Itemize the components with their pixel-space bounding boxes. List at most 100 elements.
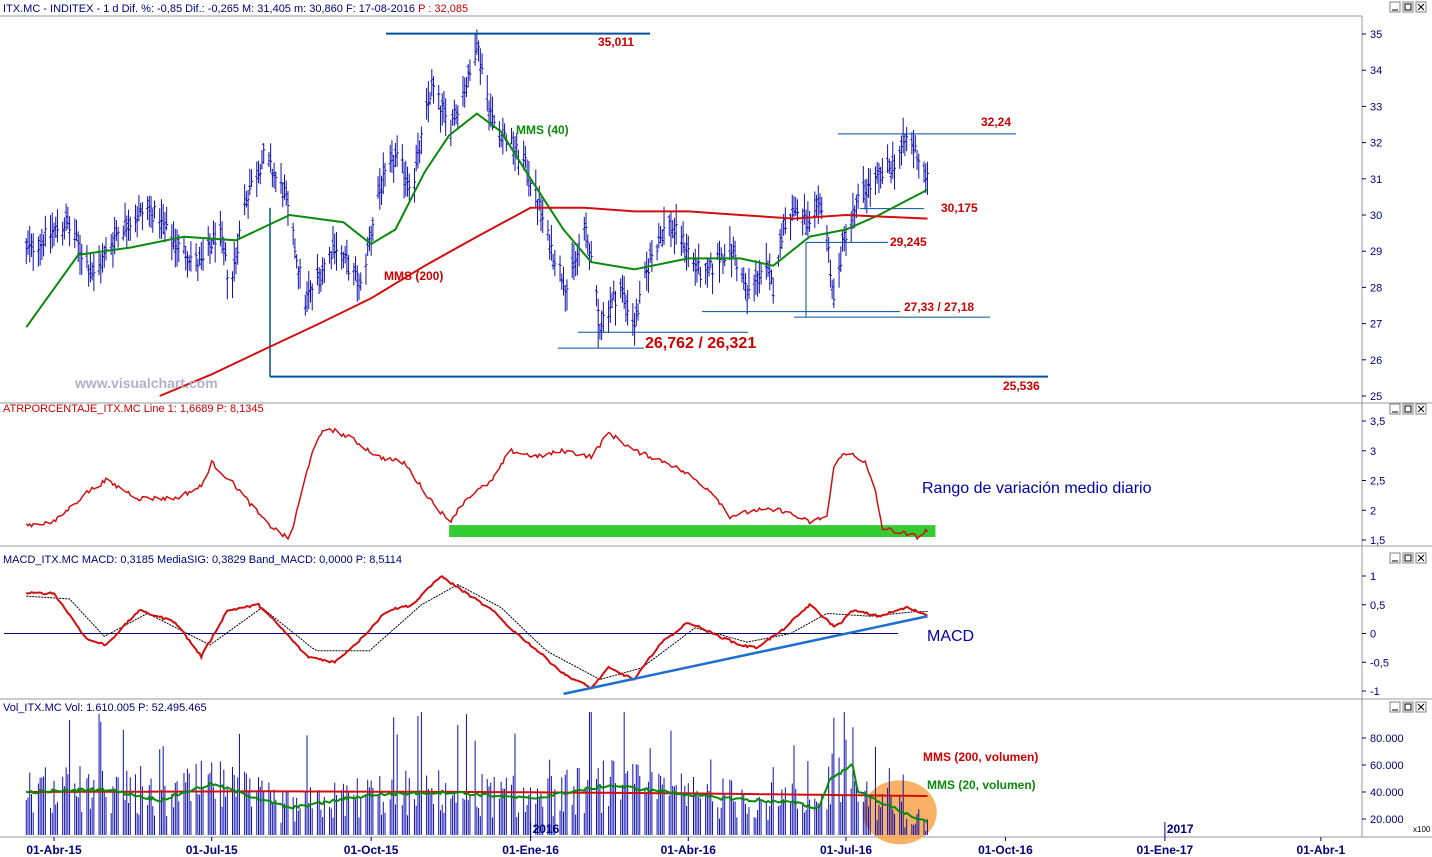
price-bar (480, 53, 484, 75)
macd-axis-tick-label: 0,5 (1370, 600, 1385, 612)
atr-line (25, 427, 929, 541)
price-bar (246, 189, 250, 219)
macd-axis-tick-label: -0,5 (1370, 657, 1389, 669)
x-axis-tick-label: 01-Oct-16 (978, 843, 1033, 857)
price-bar (456, 105, 460, 128)
price-bar (549, 224, 553, 261)
price-bar (709, 252, 713, 269)
atr-axis-tick-label: 2,5 (1370, 476, 1385, 488)
price-bar (383, 163, 387, 187)
close-button[interactable] (1415, 1, 1427, 13)
close-button[interactable] (1415, 403, 1427, 415)
macd-axis-tick-label: -1 (1370, 686, 1380, 698)
macd-trendline (563, 615, 928, 696)
price-bar (917, 153, 921, 179)
price-bar (473, 33, 477, 67)
minimize-button[interactable] (1389, 552, 1401, 564)
price-bar (248, 168, 252, 196)
maximize-button[interactable] (1402, 552, 1414, 564)
price-bar (364, 253, 368, 285)
price-bar (783, 207, 787, 235)
price-bar (220, 221, 224, 254)
price-panel-controls (1389, 1, 1427, 13)
price-bar (347, 254, 351, 281)
price-bar (407, 173, 411, 201)
price-bar (825, 225, 829, 252)
price-axis-tick-label: 33 (1370, 101, 1382, 113)
maximize-button[interactable] (1402, 701, 1414, 713)
y-axes: 35 34 33 32 31 30 29 28 27 26 25 3,5 3 2,5 2 1,5 1 0,5 0 -0… (1362, 29, 1404, 826)
price-bar (85, 244, 89, 269)
price-bar (225, 269, 229, 300)
price-bar (596, 298, 600, 349)
price-bar (177, 234, 181, 263)
minimize-button[interactable] (1389, 701, 1401, 713)
price-axis-tick-label: 35 (1370, 29, 1382, 41)
price-bar (151, 208, 155, 233)
price-bar (210, 238, 214, 255)
price-bar (622, 276, 626, 309)
minimize-button[interactable] (1389, 403, 1401, 415)
macd-axis-tick-label: 1 (1370, 571, 1376, 583)
price-bar (626, 289, 630, 326)
minimize-button[interactable] (1389, 1, 1401, 13)
annotation-high: 35,011 (598, 35, 634, 49)
price-axis-tick-label: 26 (1370, 355, 1382, 367)
price-bar (828, 259, 832, 288)
sma200-line (159, 206, 928, 397)
macd-signal-line (26, 584, 928, 681)
price-bar (295, 254, 299, 269)
x-axis-tick-label: 01-Abr-1 (1297, 843, 1346, 857)
price-bar (868, 168, 872, 207)
price-bar (444, 98, 448, 137)
price-bar (780, 223, 784, 250)
price-bar (638, 280, 642, 304)
price-bar (196, 258, 200, 282)
price-bar (610, 293, 614, 309)
price-panel-title: ITX.MC - INDITEX - 1 d Dif. %: -0,85 Dif… (3, 3, 468, 15)
price-bar (808, 210, 812, 232)
price-axis-tick-label: 28 (1370, 282, 1382, 294)
macd-layer (4, 575, 928, 696)
price-bar (437, 85, 441, 110)
price-bar (905, 126, 909, 152)
price-bar (250, 169, 254, 188)
price-bar (189, 241, 193, 272)
macd-label: MACD (927, 628, 974, 645)
price-bar (258, 163, 262, 185)
atr-axis-tick-label: 3 (1370, 446, 1376, 458)
price-bar (839, 246, 843, 273)
price-bar (925, 161, 929, 195)
x-axis-tick-label: 01-Oct-15 (344, 843, 399, 857)
atr-panel-title: ATRPORCENTAJE_ITX.MC Line 1: 1,6689 P: 8… (3, 403, 264, 415)
price-bar (880, 158, 884, 185)
price-bar (224, 242, 228, 262)
price-bar (636, 303, 640, 321)
annotation-level-30: 30,175 (941, 201, 978, 215)
close-button[interactable] (1415, 552, 1427, 564)
price-bar (711, 263, 715, 295)
price-bar (601, 302, 605, 333)
price-bar (153, 200, 157, 219)
price-bar (412, 168, 416, 203)
price-bar (428, 91, 432, 106)
x-axis-tick-label: 01-Jul-15 (186, 843, 238, 857)
price-bar (68, 216, 72, 247)
close-button[interactable] (1415, 701, 1427, 713)
macd-panel-title: MACD_ITX.MC MACD: 0,3185 MediaSIG: 0,382… (3, 554, 402, 566)
price-bar (310, 283, 314, 311)
price-bar (913, 135, 917, 153)
price-bar (546, 220, 550, 241)
price-bar (334, 232, 338, 271)
price-bar (293, 238, 297, 259)
maximize-button[interactable] (1402, 403, 1414, 415)
price-bar (733, 240, 737, 267)
volume-axis-tick-label: 40.000 (1370, 787, 1404, 799)
price-bar (329, 250, 333, 270)
price-bar (743, 273, 747, 300)
volume-axis-tick-label: 80.000 (1370, 733, 1404, 745)
volume-axis-tick-label: 60.000 (1370, 760, 1404, 772)
price-bar (291, 222, 295, 246)
maximize-button[interactable] (1402, 1, 1414, 13)
